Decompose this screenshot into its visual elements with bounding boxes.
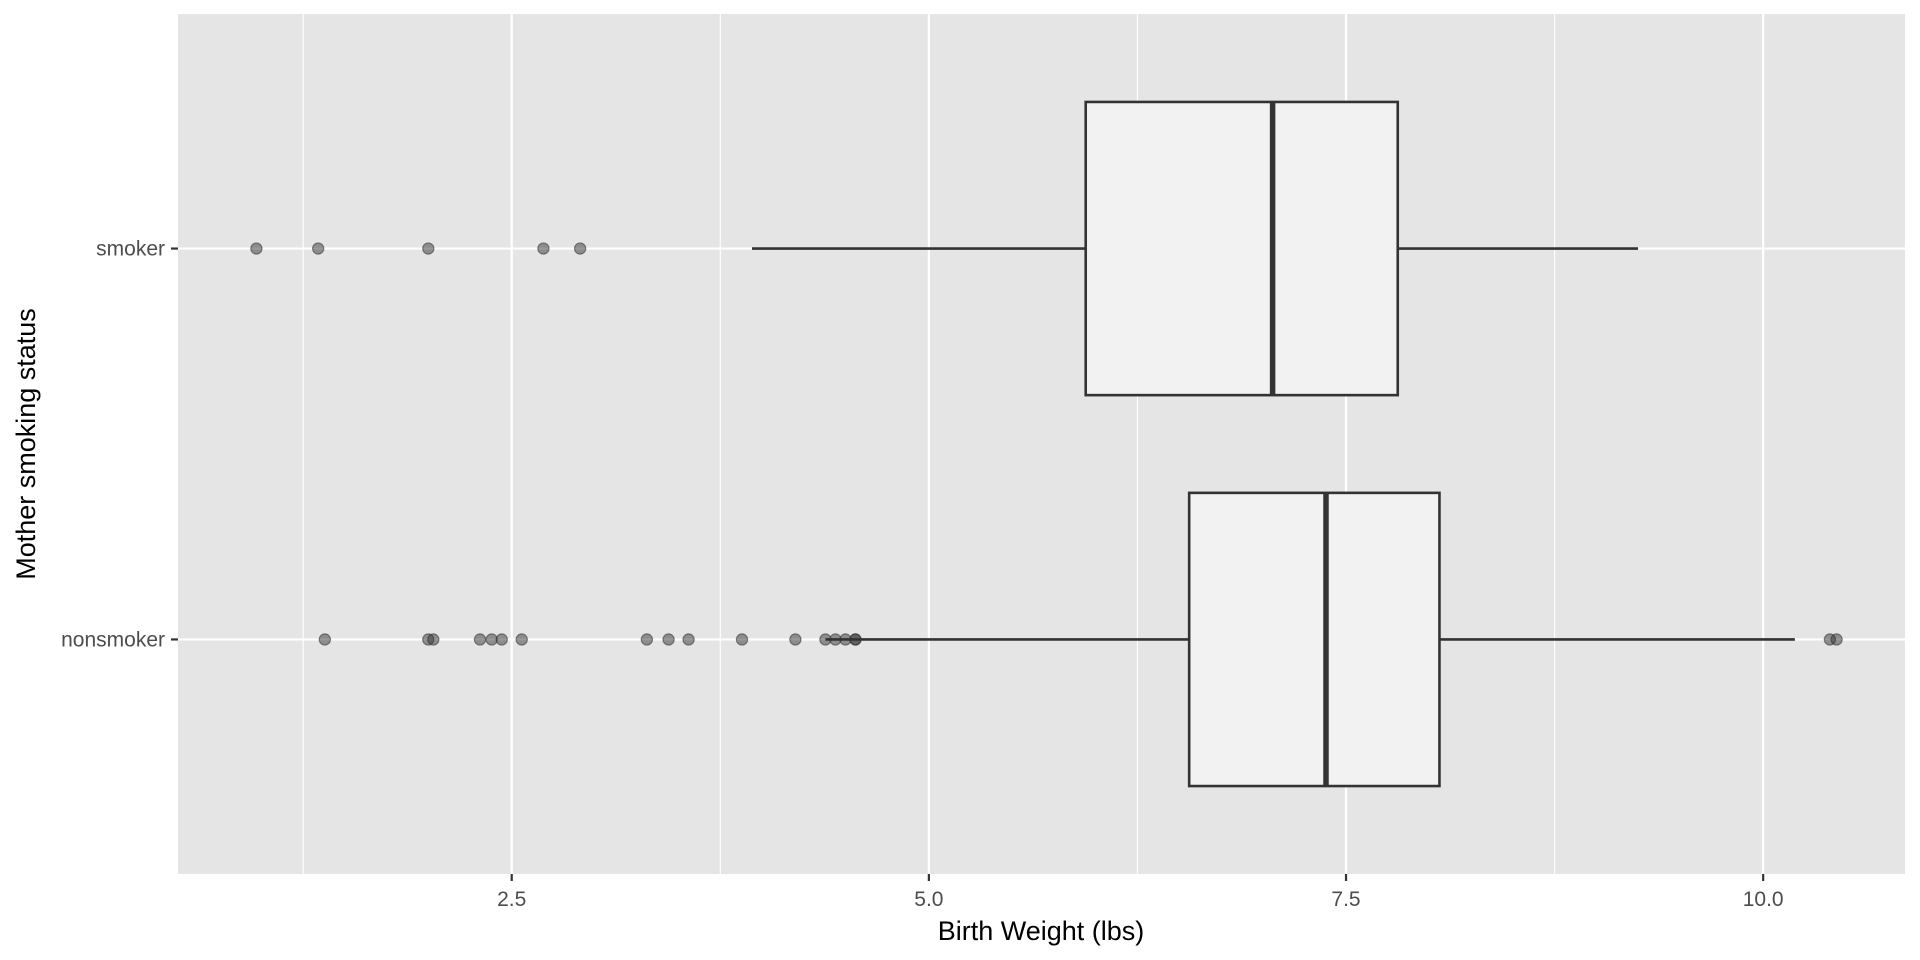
outlier-point	[250, 242, 263, 255]
outlier-point	[495, 633, 508, 646]
iqr-box	[1187, 491, 1441, 788]
y-tick-label: smoker	[96, 238, 165, 261]
y-axis-title: Mother smoking status	[11, 308, 41, 580]
box-marks	[250, 100, 1843, 788]
x-axis-title: Birth Weight (lbs)	[938, 916, 1145, 946]
outlier-point	[789, 633, 802, 646]
x-tick-label: 2.5	[497, 888, 526, 911]
outlier-point	[640, 633, 654, 646]
axes: 2.5 5.0 7.5 10.0 nonsmoker smoker	[61, 238, 1783, 911]
plot-panel	[178, 14, 1905, 874]
outlier-point	[311, 242, 325, 255]
iqr-box	[1084, 100, 1400, 397]
box-nonsmoker	[318, 491, 1843, 788]
outlier-point	[515, 633, 528, 646]
outlier-point	[735, 633, 749, 646]
x-tick-label: 5.0	[914, 888, 943, 911]
outlier-point	[537, 242, 550, 255]
outlier-point	[473, 633, 487, 646]
y-tick-label: nonsmoker	[61, 628, 165, 651]
x-tick-label: 10.0	[1743, 888, 1784, 911]
outlier-point	[1830, 633, 1843, 646]
outlier-point	[849, 633, 862, 646]
outlier-point	[427, 633, 440, 646]
box-smoker	[250, 100, 1639, 397]
outlier-point	[422, 242, 435, 255]
x-tick-label: 7.5	[1331, 888, 1360, 911]
outlier-point	[318, 633, 332, 646]
outlier-point	[682, 633, 695, 646]
outlier-point	[662, 633, 675, 646]
outlier-point	[573, 242, 587, 255]
